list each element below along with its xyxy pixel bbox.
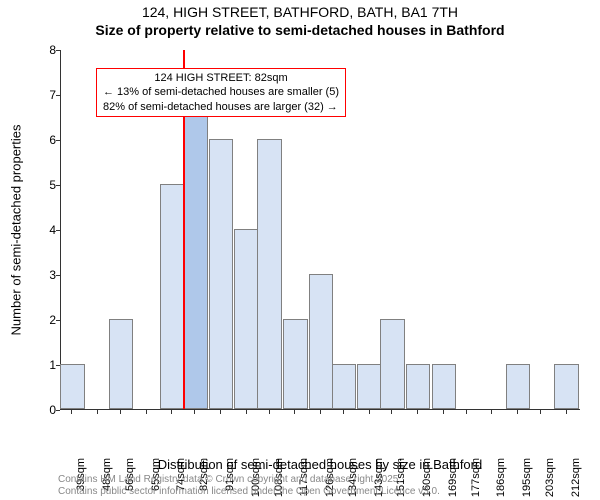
annotation-line: ← 13% of semi-detached houses are smalle… bbox=[103, 85, 339, 99]
x-tick bbox=[566, 410, 567, 414]
footer-attribution: Contains HM Land Registry data © Crown c… bbox=[58, 474, 440, 498]
x-tick bbox=[320, 410, 321, 414]
histogram-bar bbox=[234, 229, 259, 409]
histogram-bar bbox=[209, 139, 234, 409]
x-tick bbox=[443, 410, 444, 414]
y-tick-label: 7 bbox=[36, 88, 56, 102]
histogram-bar bbox=[60, 364, 85, 409]
histogram-bar bbox=[332, 364, 357, 409]
annotation-box: 124 HIGH STREET: 82sqm← 13% of semi-deta… bbox=[96, 68, 346, 117]
x-tick bbox=[171, 410, 172, 414]
histogram-bar bbox=[283, 319, 308, 409]
y-tick-label: 2 bbox=[36, 313, 56, 327]
y-tick bbox=[56, 95, 60, 96]
chart-plot-area: 124 HIGH STREET: 82sqm← 13% of semi-deta… bbox=[60, 50, 580, 410]
y-tick-label: 8 bbox=[36, 43, 56, 57]
y-tick-label: 5 bbox=[36, 178, 56, 192]
x-tick bbox=[269, 410, 270, 414]
title-line-1: 124, HIGH STREET, BATHFORD, BATH, BA1 7T… bbox=[0, 4, 600, 20]
y-tick-label: 6 bbox=[36, 133, 56, 147]
x-tick bbox=[391, 410, 392, 414]
y-tick-label: 3 bbox=[36, 268, 56, 282]
x-tick bbox=[491, 410, 492, 414]
x-tick bbox=[97, 410, 98, 414]
x-tick bbox=[146, 410, 147, 414]
annotation-line: 124 HIGH STREET: 82sqm bbox=[103, 71, 339, 85]
x-tick bbox=[417, 410, 418, 414]
y-tick bbox=[56, 365, 60, 366]
x-tick bbox=[294, 410, 295, 414]
y-tick bbox=[56, 50, 60, 51]
histogram-bar bbox=[380, 319, 405, 409]
histogram-bar bbox=[257, 139, 282, 409]
x-tick bbox=[343, 410, 344, 414]
histogram-bar bbox=[506, 364, 531, 409]
x-tick bbox=[194, 410, 195, 414]
x-tick bbox=[517, 410, 518, 414]
histogram-bar bbox=[183, 94, 208, 409]
x-axis-label: Distribution of semi-detached houses by … bbox=[60, 457, 580, 472]
histogram-bar bbox=[309, 274, 334, 409]
histogram-bar bbox=[554, 364, 579, 409]
x-tick bbox=[369, 410, 370, 414]
y-tick bbox=[56, 140, 60, 141]
x-tick bbox=[220, 410, 221, 414]
x-tick bbox=[120, 410, 121, 414]
annotation-line: 82% of semi-detached houses are larger (… bbox=[103, 100, 339, 114]
x-tick bbox=[246, 410, 247, 414]
histogram-bar bbox=[432, 364, 457, 409]
y-tick bbox=[56, 230, 60, 231]
y-tick-label: 0 bbox=[36, 403, 56, 417]
histogram-bar bbox=[357, 364, 382, 409]
y-tick-label: 4 bbox=[36, 223, 56, 237]
footer-line-1: Contains HM Land Registry data © Crown c… bbox=[58, 474, 440, 486]
footer-line-2: Contains public sector information licen… bbox=[58, 486, 440, 498]
x-tick bbox=[540, 410, 541, 414]
x-tick bbox=[71, 410, 72, 414]
histogram-bar bbox=[109, 319, 134, 409]
histogram-bar bbox=[406, 364, 431, 409]
y-tick-label: 1 bbox=[36, 358, 56, 372]
title-line-2: Size of property relative to semi-detach… bbox=[0, 22, 600, 38]
y-tick bbox=[56, 410, 60, 411]
y-tick bbox=[56, 185, 60, 186]
y-axis-label: Number of semi-detached properties bbox=[9, 125, 24, 336]
histogram-bar bbox=[160, 184, 185, 409]
y-tick bbox=[56, 320, 60, 321]
x-tick bbox=[466, 410, 467, 414]
y-tick bbox=[56, 275, 60, 276]
